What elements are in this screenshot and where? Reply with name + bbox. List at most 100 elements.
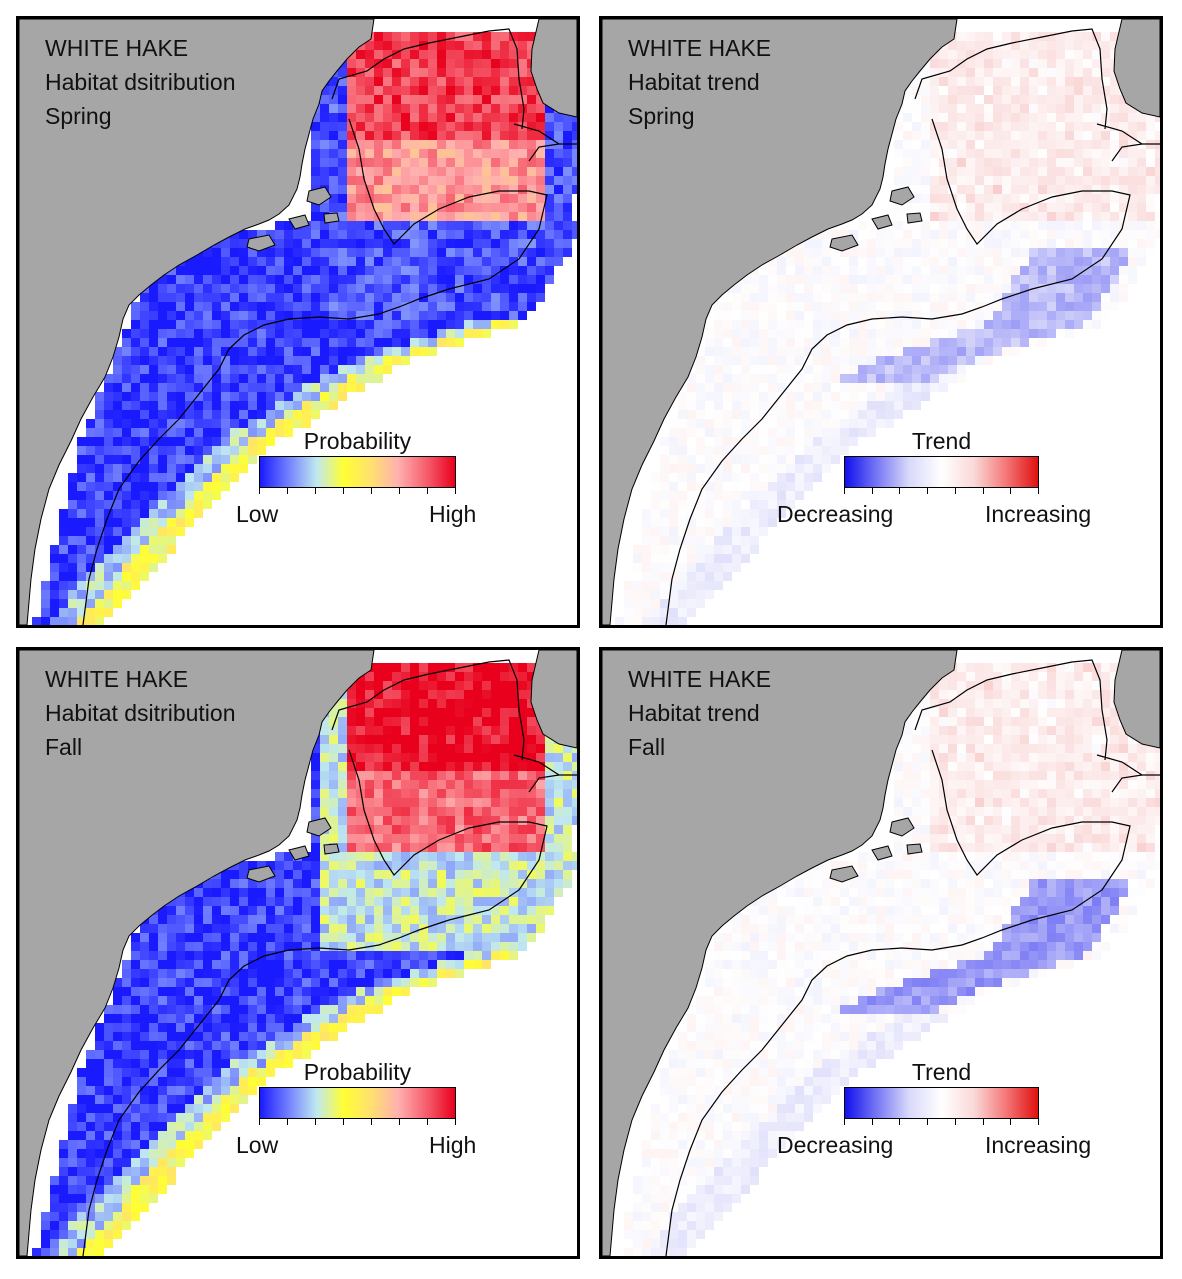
raster-cell [95, 419, 104, 428]
raster-cell [741, 293, 750, 302]
raster-cell [741, 482, 750, 491]
raster-cell [158, 491, 167, 500]
raster-cell [131, 401, 140, 410]
raster-cell [822, 266, 831, 275]
raster-cell [365, 257, 374, 266]
raster-cell [464, 888, 473, 897]
raster-cell [518, 942, 527, 951]
raster-cell [203, 960, 212, 969]
raster-cell [1002, 158, 1011, 167]
raster-cell [921, 311, 930, 320]
raster-cell [374, 708, 383, 717]
raster-cell [140, 969, 149, 978]
raster-cell [86, 428, 95, 437]
raster-cell [437, 86, 446, 95]
raster-cell [158, 527, 167, 536]
raster-cell [122, 545, 131, 554]
raster-cell [473, 708, 482, 717]
raster-cell [849, 257, 858, 266]
raster-cell [527, 239, 536, 248]
raster-cell [921, 158, 930, 167]
raster-cell [545, 798, 554, 807]
raster-cell [410, 762, 419, 771]
raster-cell [1074, 77, 1083, 86]
raster-cell [311, 239, 320, 248]
raster-cell [230, 302, 239, 311]
raster-cell [849, 383, 858, 392]
raster-cell [1119, 284, 1128, 293]
raster-cell [104, 410, 113, 419]
raster-cell [455, 726, 464, 735]
raster-cell [419, 717, 428, 726]
raster-cell [849, 266, 858, 275]
raster-cell [104, 500, 113, 509]
raster-cell [777, 284, 786, 293]
raster-cell [437, 807, 446, 816]
raster-cell [401, 879, 410, 888]
raster-cell [1110, 140, 1119, 149]
raster-cell [984, 50, 993, 59]
raster-cell [437, 708, 446, 717]
raster-cell [311, 176, 320, 185]
raster-cell [1011, 140, 1020, 149]
raster-cell [482, 302, 491, 311]
raster-cell [948, 329, 957, 338]
raster-cell [993, 302, 1002, 311]
raster-cell [831, 374, 840, 383]
raster-cell [500, 113, 509, 122]
raster-cell [509, 176, 518, 185]
raster-cell [1020, 59, 1029, 68]
raster-cell [284, 852, 293, 861]
raster-cell [446, 798, 455, 807]
raster-cell [428, 681, 437, 690]
raster-cell [545, 194, 554, 203]
raster-cell [1074, 212, 1083, 221]
raster-cell [140, 951, 149, 960]
raster-cell [428, 41, 437, 50]
raster-cell [993, 239, 1002, 248]
raster-cell [714, 302, 723, 311]
raster-cell [158, 933, 167, 942]
raster-cell [410, 951, 419, 960]
raster-cell [921, 284, 930, 293]
raster-cell [374, 374, 383, 383]
raster-cell [338, 969, 347, 978]
raster-cell [939, 176, 948, 185]
raster-cell [203, 329, 212, 338]
raster-cell [338, 978, 347, 987]
raster-cell [903, 275, 912, 284]
raster-cell [347, 131, 356, 140]
raster-cell [212, 491, 221, 500]
raster-cell [1056, 329, 1065, 338]
raster-cell [545, 104, 554, 113]
raster-cell [1002, 167, 1011, 176]
raster-cell [275, 401, 284, 410]
raster-cell [930, 356, 939, 365]
raster-cell [500, 257, 509, 266]
raster-cell [140, 554, 149, 563]
raster-cell [948, 320, 957, 329]
raster-cell [383, 690, 392, 699]
raster-cell [1038, 194, 1047, 203]
raster-cell [518, 708, 527, 717]
raster-cell [410, 969, 419, 978]
raster-cell [176, 942, 185, 951]
raster-cell [59, 536, 68, 545]
raster-cell [293, 257, 302, 266]
raster-cell [383, 185, 392, 194]
raster-cell [401, 59, 410, 68]
raster-cell [356, 825, 365, 834]
raster-cell [455, 248, 464, 257]
raster-cell [491, 122, 500, 131]
raster-cell [1092, 167, 1101, 176]
raster-cell [1083, 167, 1092, 176]
raster-cell [500, 266, 509, 275]
raster-cell [1056, 158, 1065, 167]
raster-cell [464, 852, 473, 861]
raster-cell [383, 969, 392, 978]
raster-cell [1083, 140, 1092, 149]
raster-cell [1056, 50, 1065, 59]
raster-cell [1011, 329, 1020, 338]
raster-cell [705, 356, 714, 365]
raster-cell [419, 122, 428, 131]
